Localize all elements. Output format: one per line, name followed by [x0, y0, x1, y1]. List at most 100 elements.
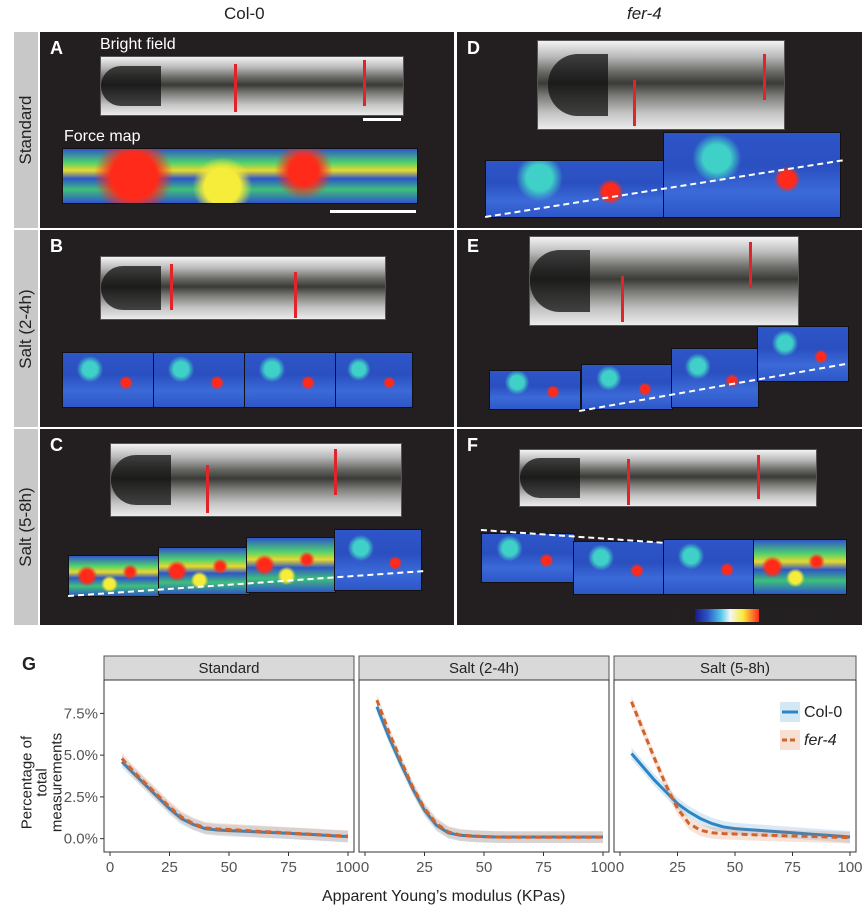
measure-line-e1 — [621, 276, 624, 322]
series-line-fer-4 — [375, 699, 603, 839]
y-axis-title: Percentage of total measurements — [18, 732, 66, 833]
measure-line-e2 — [749, 242, 752, 288]
row-label-salt-2-4h: Salt (2-4h) — [14, 230, 38, 427]
force-map-b2 — [153, 352, 245, 408]
bright-field-label: Bright field — [100, 36, 176, 53]
x-tick-label: 75 — [535, 859, 552, 876]
x-axis-title: Apparent Young’s modulus (KPas) — [322, 888, 566, 905]
legend-swatch — [780, 702, 800, 722]
bright-field-image-c — [110, 443, 402, 517]
y-tick-label: 2.5% — [64, 789, 98, 806]
x-tick-label: 0 — [361, 859, 369, 876]
panel-letter-f: F — [467, 435, 478, 455]
series-line-col-0 — [630, 752, 851, 839]
panel-f: F — [457, 429, 862, 625]
bright-field-image-f — [519, 449, 817, 507]
measure-line-b2 — [294, 272, 297, 318]
force-map-e3 — [671, 348, 759, 408]
force-map-d2 — [663, 132, 841, 218]
colorbar-max-label: 100 (KPas) — [758, 608, 834, 625]
x-tick-label: 100 — [590, 859, 615, 876]
legend-label: fer-4 — [804, 732, 837, 749]
force-map-c1 — [68, 555, 160, 597]
row-label-salt-5-8h: Salt (5-8h) — [14, 429, 38, 625]
facet-label: Salt (5-8h) — [700, 660, 770, 677]
column-title-col0: Col-0 — [224, 4, 265, 23]
confidence-band — [631, 695, 850, 844]
force-map-c2 — [158, 547, 250, 595]
facet-label: Salt (2-4h) — [449, 660, 519, 677]
panel-letter-g: G — [22, 654, 37, 674]
column-title-fer4: fer-4 — [627, 4, 662, 23]
force-map-c4 — [334, 529, 422, 591]
bright-field-image-a — [100, 56, 404, 116]
plot-panel — [103, 679, 355, 853]
x-tick-label: 25 — [161, 859, 178, 876]
force-map-a — [62, 148, 418, 204]
measure-line-f2 — [757, 455, 760, 499]
panel-letter-c: C — [50, 435, 63, 455]
plot-panel — [613, 679, 857, 853]
legend-label: Col-0 — [804, 704, 842, 721]
confidence-band — [121, 755, 349, 843]
measure-line-d2 — [763, 54, 766, 100]
panel-letter-d: D — [467, 38, 480, 58]
panel-letter-b: B — [50, 236, 63, 256]
force-map-c3 — [246, 537, 336, 593]
legend-swatch — [780, 730, 800, 750]
scale-bar-a2 — [330, 210, 416, 213]
x-tick-label: 0 — [616, 859, 624, 876]
facet-strip — [103, 655, 355, 681]
series-line-col-0 — [375, 706, 603, 839]
force-map-f1 — [481, 533, 575, 583]
confidence-band — [376, 700, 603, 843]
force-map-d1 — [485, 160, 665, 218]
force-map-b1 — [62, 352, 154, 408]
force-map-f2 — [573, 541, 665, 595]
measure-line-d1 — [633, 80, 636, 126]
panel-d: D — [457, 32, 862, 228]
x-tick-label: 0 — [106, 859, 114, 876]
x-tick-label: 25 — [669, 859, 686, 876]
measure-line-a2 — [363, 60, 366, 106]
force-map-b4 — [335, 352, 413, 408]
measure-line-f1 — [627, 459, 630, 505]
force-map-e4 — [757, 326, 849, 382]
force-map-b3 — [244, 352, 336, 408]
bright-field-image-e — [529, 236, 799, 326]
panel-letter-e: E — [467, 236, 480, 256]
y-tick-label: 7.5% — [64, 705, 98, 722]
color-scale-bar — [695, 609, 759, 622]
x-tick-label: 75 — [784, 859, 801, 876]
y-tick-label: 0.0% — [64, 831, 98, 848]
x-tick-label: 50 — [727, 859, 744, 876]
panel-b: B — [40, 230, 454, 427]
bright-field-image-d — [537, 40, 785, 130]
measure-line-a1 — [234, 64, 237, 112]
panel-c: C — [40, 429, 454, 625]
x-tick-label: 75 — [280, 859, 297, 876]
x-tick-label: 50 — [221, 859, 238, 876]
measure-line-c2 — [334, 449, 337, 495]
facet-label: Standard — [199, 660, 260, 677]
force-map-f3 — [663, 539, 755, 595]
bright-field-image-b — [100, 256, 386, 320]
x-tick-label: 50 — [476, 859, 493, 876]
force-map-label: Force map — [64, 128, 141, 145]
force-map-f4 — [753, 539, 847, 595]
force-map-e1 — [489, 370, 581, 410]
series-line-fer-4 — [120, 757, 349, 838]
x-tick-label: 25 — [416, 859, 433, 876]
x-tick-label: 100 — [837, 859, 862, 876]
series-line-col-0 — [120, 760, 349, 839]
panel-letter-a: A — [50, 38, 63, 58]
measure-line-b1 — [170, 264, 173, 310]
panel-e: E — [457, 230, 862, 427]
plot-panel — [358, 679, 610, 853]
x-tick-label: 100 — [335, 859, 360, 876]
facet-strip — [613, 655, 857, 681]
series-line-fer-4 — [630, 701, 851, 840]
panel-a: A Bright field Force map — [40, 32, 454, 228]
confidence-band — [631, 747, 850, 843]
scale-bar-a1 — [363, 118, 401, 121]
